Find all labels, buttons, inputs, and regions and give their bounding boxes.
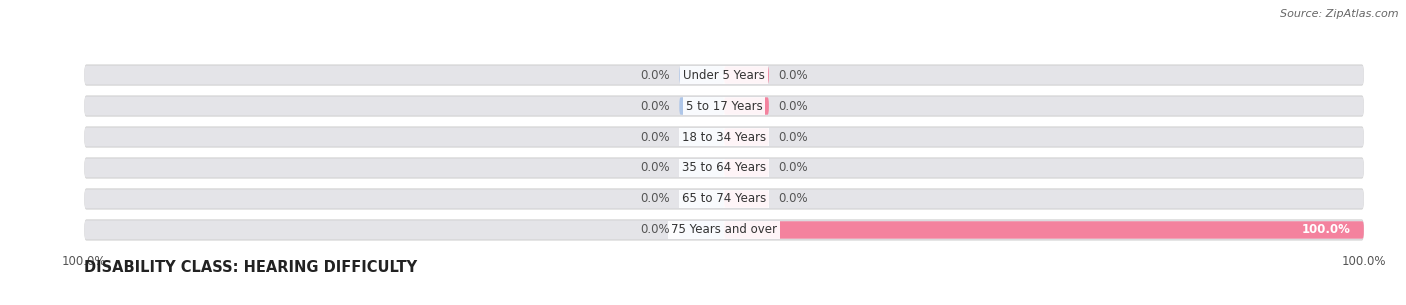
FancyBboxPatch shape bbox=[679, 97, 724, 115]
FancyBboxPatch shape bbox=[84, 157, 1364, 178]
FancyBboxPatch shape bbox=[679, 190, 724, 208]
Text: 0.0%: 0.0% bbox=[640, 224, 669, 236]
Text: 5 to 17 Years: 5 to 17 Years bbox=[686, 99, 762, 113]
Text: 18 to 34 Years: 18 to 34 Years bbox=[682, 131, 766, 144]
FancyBboxPatch shape bbox=[679, 159, 724, 177]
FancyBboxPatch shape bbox=[724, 128, 769, 146]
FancyBboxPatch shape bbox=[84, 127, 1364, 148]
Text: 0.0%: 0.0% bbox=[640, 161, 669, 174]
FancyBboxPatch shape bbox=[84, 127, 1364, 147]
Text: DISABILITY CLASS: HEARING DIFFICULTY: DISABILITY CLASS: HEARING DIFFICULTY bbox=[84, 260, 418, 275]
FancyBboxPatch shape bbox=[84, 188, 1364, 210]
Text: 35 to 64 Years: 35 to 64 Years bbox=[682, 161, 766, 174]
FancyBboxPatch shape bbox=[84, 96, 1364, 116]
FancyBboxPatch shape bbox=[84, 66, 1364, 85]
Text: 0.0%: 0.0% bbox=[779, 161, 808, 174]
Text: 0.0%: 0.0% bbox=[779, 69, 808, 81]
FancyBboxPatch shape bbox=[84, 158, 1364, 178]
FancyBboxPatch shape bbox=[84, 95, 1364, 117]
FancyBboxPatch shape bbox=[84, 64, 1364, 86]
Text: 100.0%: 100.0% bbox=[1302, 224, 1351, 236]
Text: 65 to 74 Years: 65 to 74 Years bbox=[682, 192, 766, 206]
FancyBboxPatch shape bbox=[84, 189, 1364, 209]
Text: 75 Years and over: 75 Years and over bbox=[671, 224, 778, 236]
FancyBboxPatch shape bbox=[724, 190, 769, 208]
Text: Source: ZipAtlas.com: Source: ZipAtlas.com bbox=[1281, 9, 1399, 19]
FancyBboxPatch shape bbox=[724, 66, 769, 84]
Text: 0.0%: 0.0% bbox=[640, 192, 669, 206]
FancyBboxPatch shape bbox=[84, 219, 1364, 241]
FancyBboxPatch shape bbox=[84, 220, 1364, 239]
Text: 0.0%: 0.0% bbox=[640, 99, 669, 113]
FancyBboxPatch shape bbox=[724, 97, 769, 115]
Text: 0.0%: 0.0% bbox=[779, 99, 808, 113]
Text: 0.0%: 0.0% bbox=[779, 131, 808, 144]
FancyBboxPatch shape bbox=[679, 66, 724, 84]
FancyBboxPatch shape bbox=[679, 221, 724, 239]
Text: 0.0%: 0.0% bbox=[779, 192, 808, 206]
Text: 0.0%: 0.0% bbox=[640, 69, 669, 81]
FancyBboxPatch shape bbox=[724, 159, 769, 177]
Text: 0.0%: 0.0% bbox=[640, 131, 669, 144]
Text: Under 5 Years: Under 5 Years bbox=[683, 69, 765, 81]
FancyBboxPatch shape bbox=[724, 221, 1364, 239]
FancyBboxPatch shape bbox=[679, 128, 724, 146]
